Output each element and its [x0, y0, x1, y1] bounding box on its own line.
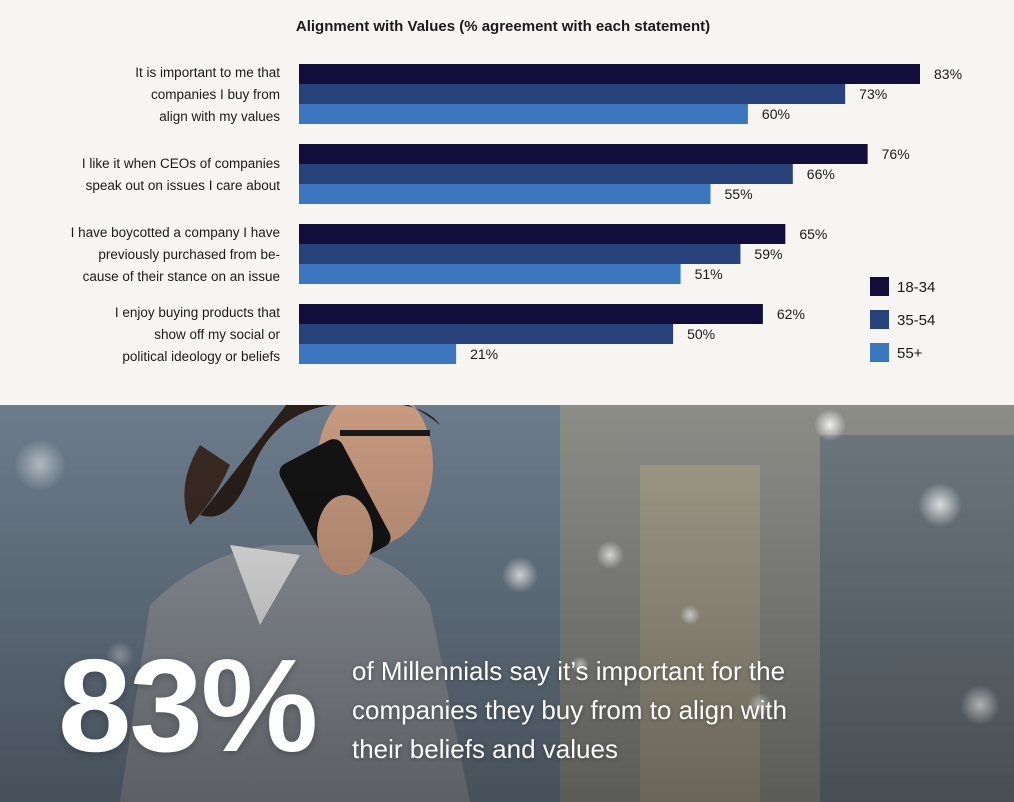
category-label-line: cause of their stance on an issue [83, 269, 280, 284]
bar-55+-0 [299, 104, 748, 124]
category-label-line: political ideology or beliefs [122, 349, 280, 364]
category-label-line: show off my social or [154, 327, 280, 342]
category-label-line: I like it when CEOs of companies [82, 156, 280, 171]
legend-label: 55+ [897, 345, 923, 362]
category-label: It is important to me that companies I bu… [135, 65, 280, 124]
category-label-line: I have boycotted a company I have [71, 225, 280, 240]
data-label: 65% [799, 226, 827, 242]
bar-55+-1 [299, 184, 711, 204]
data-label: 73% [859, 86, 887, 102]
bar-35-54-2 [299, 244, 741, 264]
woman-on-phone-photo [0, 405, 1014, 802]
photo-panel [0, 405, 1014, 802]
data-label: 76% [882, 146, 910, 162]
category-label-line: align with my values [159, 109, 280, 124]
bar-35-54-1 [299, 164, 793, 184]
category-label: I like it when CEOs of companies speak ou… [82, 156, 280, 193]
data-label: 59% [754, 246, 782, 262]
bar-18-34-3 [299, 304, 763, 324]
data-label: 60% [762, 106, 790, 122]
data-label: 51% [695, 266, 723, 282]
legend-swatch [870, 343, 889, 362]
legend: 18-34 35-54 55+ [870, 277, 935, 362]
chart-panel: Alignment with Values (% agreement with … [70, 18, 963, 364]
legend-swatch [870, 277, 889, 296]
bar-35-54-3 [299, 324, 674, 344]
bar-18-34-1 [299, 144, 868, 164]
legend-label: 18-34 [897, 279, 935, 296]
legend-label: 35-54 [897, 312, 935, 329]
bar-chart: Alignment with Values (% agreement with … [71, 18, 962, 364]
bar-35-54-0 [299, 84, 846, 104]
callout-stat: 83% [58, 632, 318, 779]
chart-title: Alignment with Values (% agreement with … [296, 18, 710, 35]
category-label-line: I enjoy buying products that [115, 305, 280, 320]
category-label-line: previously purchased from be- [98, 247, 280, 262]
bar-18-34-2 [299, 224, 786, 244]
bar-18-34-0 [299, 64, 920, 84]
data-label: 83% [934, 66, 962, 82]
data-label: 55% [725, 186, 753, 202]
data-label: 66% [807, 166, 835, 182]
category-label-line: companies I buy from [151, 87, 280, 102]
category-label-line: speak out on issues I care about [86, 178, 281, 193]
data-label: 62% [777, 306, 805, 322]
category-label: I enjoy buying products that show off my … [115, 305, 281, 364]
legend-swatch [870, 310, 889, 329]
category-label-line: It is important to me that [135, 65, 280, 80]
bar-55+-2 [299, 264, 681, 284]
bar-55+-3 [299, 344, 457, 364]
data-label: 50% [687, 326, 715, 342]
category-label: I have boycotted a company I have previou… [71, 225, 280, 284]
data-label: 21% [470, 346, 498, 362]
bars-layer: It is important to me that companies I bu… [71, 64, 962, 364]
callout-text: of Millennials say it’s important for th… [352, 656, 787, 764]
